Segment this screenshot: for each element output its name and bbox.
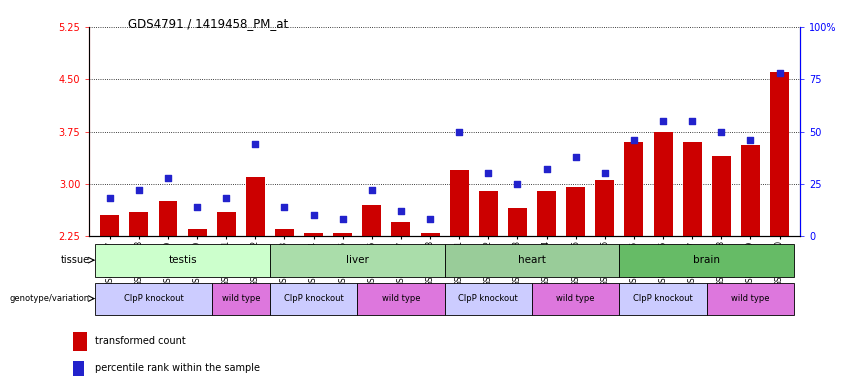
Bar [129,212,148,236]
Point [336,216,350,222]
Bar [158,201,178,236]
Bar [73,361,84,376]
Bar [479,191,498,236]
Point [482,170,495,177]
Bar [706,283,794,315]
Point [685,118,699,124]
Point [132,187,146,193]
Text: wild type: wild type [221,294,260,303]
Bar [270,283,357,315]
Point [307,212,321,218]
Point [394,208,408,214]
Bar [596,180,614,236]
Bar [270,245,444,276]
Bar [683,142,702,236]
Text: percentile rank within the sample: percentile rank within the sample [94,363,260,373]
Bar [304,233,323,236]
Bar [275,229,294,236]
Text: brain: brain [694,255,720,265]
Bar [537,191,556,236]
Text: wild type: wild type [557,294,595,303]
Point [103,195,117,202]
Point [365,187,379,193]
Bar [95,245,270,276]
Bar [212,283,270,315]
Text: tissue: tissue [60,255,90,265]
Bar [420,233,440,236]
Bar [217,212,236,236]
Bar [711,156,731,236]
Point [598,170,612,177]
Bar [100,215,119,236]
Point [627,137,641,143]
Text: ClpP knockout: ClpP knockout [283,294,344,303]
Text: testis: testis [168,255,197,265]
Bar [620,245,794,276]
Bar [187,229,207,236]
Point [540,166,553,172]
Point [248,141,262,147]
Bar [73,332,87,351]
Bar [620,283,706,315]
Point [161,174,174,180]
Point [656,118,670,124]
Bar [334,233,352,236]
Bar [654,132,672,236]
Bar [444,283,532,315]
Text: wild type: wild type [382,294,420,303]
Point [277,204,291,210]
Text: genotype/variation: genotype/variation [10,294,90,303]
Bar [95,283,212,315]
Text: ClpP knockout: ClpP knockout [123,294,183,303]
Point [191,204,204,210]
Point [423,216,437,222]
Point [511,181,524,187]
Text: liver: liver [346,255,368,265]
Bar [625,142,643,236]
Point [744,137,757,143]
Point [568,154,582,160]
Point [715,128,728,135]
Bar [532,283,620,315]
Text: ClpP knockout: ClpP knockout [633,294,693,303]
Bar [246,177,265,236]
Point [220,195,233,202]
Text: wild type: wild type [731,294,769,303]
Bar [363,205,381,236]
Bar [770,72,789,236]
Bar [391,222,410,236]
Bar [449,170,469,236]
Text: transformed count: transformed count [94,336,186,346]
Bar [566,187,585,236]
Bar [508,208,527,236]
Point [773,70,786,76]
Bar [444,245,620,276]
Text: GDS4791 / 1419458_PM_at: GDS4791 / 1419458_PM_at [128,17,288,30]
Point [453,128,466,135]
Bar [741,146,760,236]
Text: ClpP knockout: ClpP knockout [459,294,518,303]
Text: heart: heart [518,255,546,265]
Bar [357,283,444,315]
